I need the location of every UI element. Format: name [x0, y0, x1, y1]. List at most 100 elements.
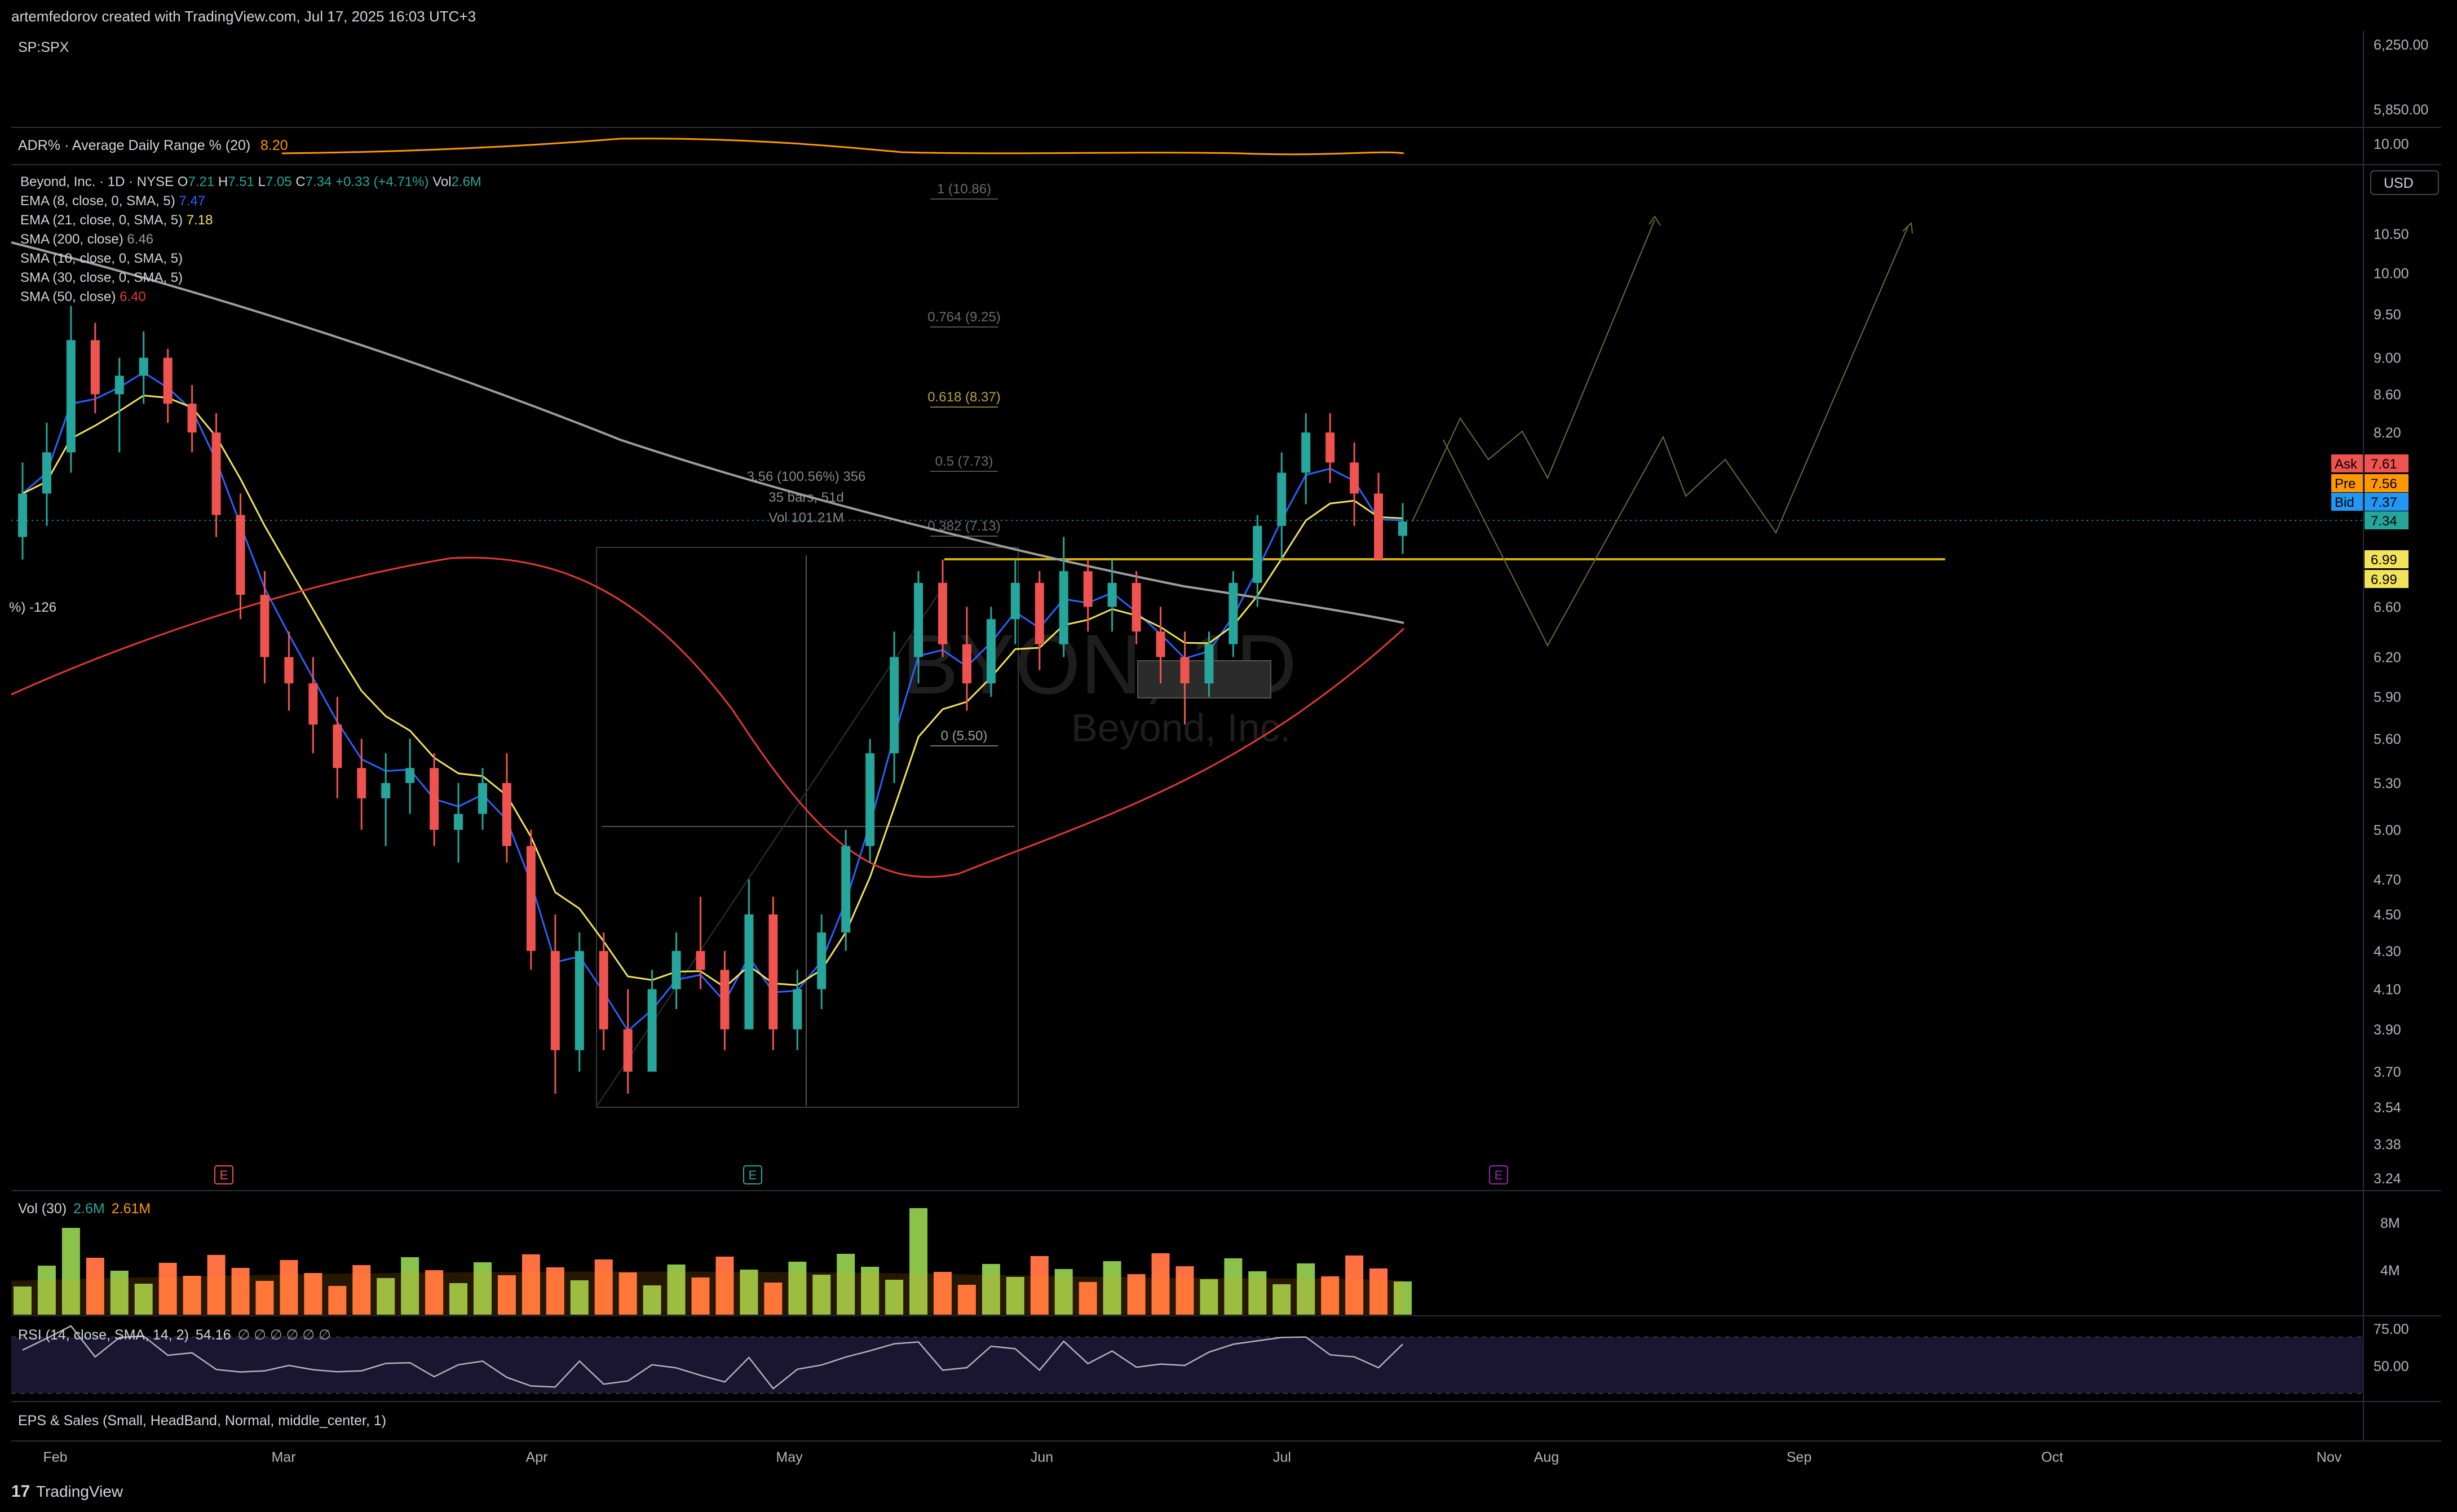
candle-body: [236, 515, 245, 595]
volume-bars: [11, 1208, 1412, 1315]
time-axis-label: Jun: [1031, 1449, 1053, 1465]
price-tag-value: 7.37: [2371, 495, 2397, 510]
price-axis-tick: 3.70: [2374, 1064, 2401, 1080]
price-axis-tick: 9.00: [2374, 351, 2401, 366]
candle-body: [1107, 582, 1117, 607]
candle-body: [502, 782, 511, 846]
rsi-axis-tick: 50.00: [2374, 1359, 2409, 1374]
volume-bar: [304, 1273, 322, 1315]
footer-brand: TradingView: [36, 1483, 123, 1500]
candle-body: [623, 1029, 633, 1072]
price-tag-value: 6.99: [2371, 552, 2397, 568]
candle-body: [599, 950, 608, 1029]
volume-bar: [570, 1280, 589, 1315]
moving-averages: [11, 241, 1405, 1032]
volume-bar: [594, 1259, 613, 1315]
watermark-name: Beyond, Inc.: [1071, 706, 1291, 750]
measure-label: Vol 101.21M: [768, 510, 843, 525]
candle-body: [478, 782, 487, 814]
fib-level-label: 0.764 (9.25): [927, 310, 1000, 325]
candle-body: [308, 683, 318, 725]
candle-body: [1059, 571, 1068, 644]
candle-body: [333, 724, 342, 768]
price-axis-tick: 6.20: [2374, 649, 2401, 665]
volume-bar: [474, 1262, 492, 1315]
volume-bar: [61, 1228, 80, 1315]
volume-bar: [134, 1284, 153, 1315]
candle-body: [575, 950, 584, 1050]
candles: [18, 306, 1407, 1094]
price-tag-box: [2365, 493, 2409, 511]
candle-body: [1398, 521, 1407, 536]
volume-bar: [1321, 1276, 1340, 1315]
adr-label: ADR% · Average Daily Range % (20): [18, 138, 250, 153]
indicator-legend: SMA (50, close) 6.40: [20, 289, 146, 304]
volume-bar: [280, 1260, 298, 1315]
volume-bar: [909, 1208, 928, 1315]
earnings-marker-label: E: [220, 1168, 228, 1182]
price-tag-label-box: [2331, 454, 2363, 472]
candle-body: [1035, 582, 1044, 644]
adr-axis-tick: 10.00: [2374, 136, 2409, 152]
volume-axis-tick: 8M: [2380, 1215, 2400, 1231]
volume-bar: [1345, 1255, 1364, 1315]
price-axis-tick: 4.50: [2374, 907, 2401, 923]
price-tag: Ask 7.61: [2331, 454, 2409, 472]
indicator-legend: SMA (200, close) 6.46: [20, 232, 153, 247]
sma-50-line: [11, 556, 1405, 878]
indicator-legend: SMA (10, close, 0, SMA, 5): [20, 251, 183, 266]
volume-bar: [255, 1281, 274, 1315]
time-axis-label: Apr: [526, 1449, 548, 1465]
volume-bar: [14, 1286, 32, 1315]
volume-bar: [1369, 1268, 1388, 1315]
tradingview-logo[interactable]: 17 TradingView: [11, 1482, 123, 1501]
volume-bar: [1127, 1274, 1146, 1315]
volume-ma-area: [11, 1271, 1404, 1315]
candle-body: [1132, 582, 1141, 632]
candle-body: [720, 970, 730, 1029]
fib-level-label: 0 (5.50): [941, 728, 988, 744]
volume-bar: [110, 1271, 129, 1315]
price-axis-tick: 5.60: [2374, 731, 2401, 747]
candle-body: [744, 914, 754, 1029]
grid-layer: [11, 520, 2363, 1394]
candle-body: [454, 814, 463, 830]
volume-bar: [1224, 1258, 1243, 1315]
volume-bar: [207, 1255, 226, 1315]
price-axis-tick: 6.60: [2374, 599, 2401, 615]
time-axis-label: Aug: [1534, 1449, 1559, 1465]
volume-bar: [643, 1285, 661, 1315]
candle-body: [647, 989, 657, 1072]
volume-bar: [715, 1257, 734, 1315]
price-tag-value: 6.99: [2371, 572, 2397, 587]
volume-bar: [1272, 1284, 1291, 1315]
candle-body: [42, 452, 51, 494]
candle-body: [1010, 582, 1020, 620]
measure-box: [596, 547, 1019, 1108]
rsi-line: [22, 1325, 1403, 1390]
ohlc-legend: Beyond, Inc. · 1D · NYSE O7.21 H7.51 L7.…: [20, 174, 481, 189]
legend-layer: Beyond, Inc. · 1D · NYSE O7.21 H7.51 L7.…: [20, 174, 481, 304]
eps-label: EPS & Sales (Small, HeadBand, Normal, mi…: [18, 1413, 386, 1429]
currency-badge[interactable]: USD: [2370, 170, 2439, 195]
candle-body: [260, 595, 269, 657]
candle-body: [1325, 432, 1335, 463]
candle-body: [986, 619, 996, 684]
projection-path-1: [1412, 215, 1661, 522]
price-axis-tick: 3.38: [2374, 1137, 2401, 1153]
volume-bar: [667, 1265, 686, 1315]
price-tag-label-box: [2331, 474, 2363, 492]
price-tag-box: [2365, 454, 2409, 472]
candle-body: [1374, 493, 1384, 560]
indicator-legend: EMA (21, close, 0, SMA, 5) 7.18: [20, 213, 213, 228]
rsi-label: RSI (14, close, SMA, 14, 2) 54.16 ∅ ∅ ∅ ∅ …: [18, 1327, 331, 1343]
volume-bar: [1176, 1266, 1194, 1315]
volume-bar: [740, 1270, 758, 1315]
rsi-band: [11, 1337, 2363, 1393]
earnings-marker-label: E: [749, 1168, 757, 1182]
candle-body: [114, 375, 124, 395]
price-tag: Bid 7.37: [2331, 493, 2409, 511]
earnings-marker-box: [214, 1165, 233, 1184]
price-tag-label-box: [2331, 493, 2363, 511]
